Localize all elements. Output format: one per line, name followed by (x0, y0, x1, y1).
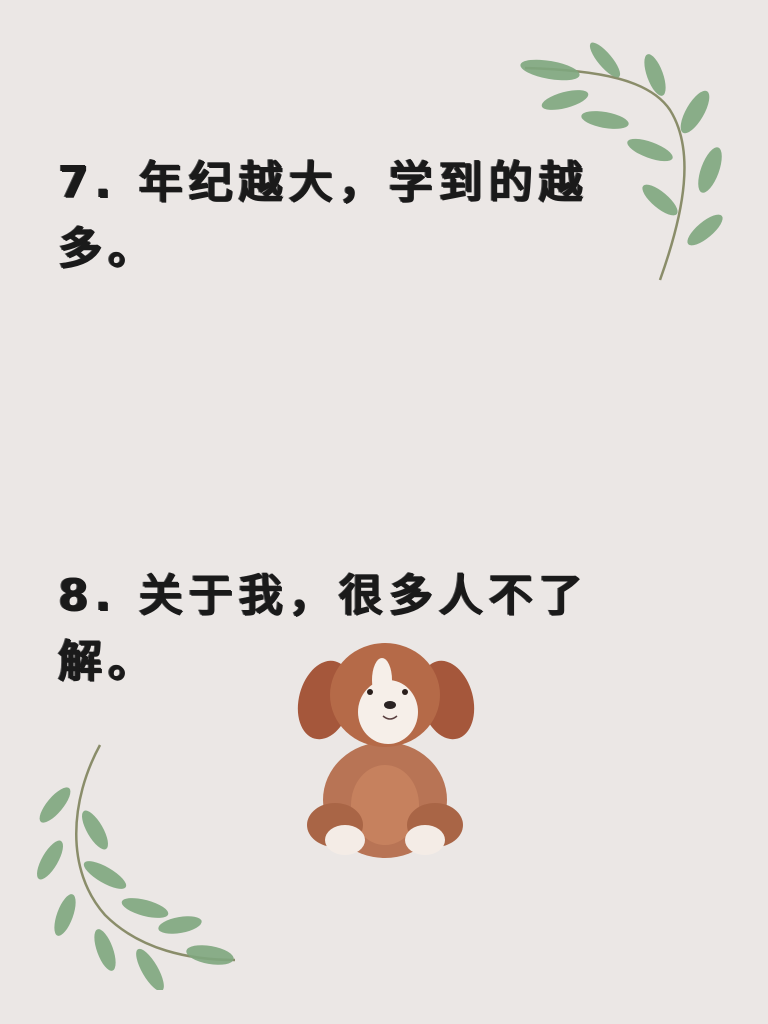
leaf-branch-icon (520, 42, 723, 281)
plush-puppy-icon (297, 643, 475, 858)
item-8-label: 8. 关于我，很多人不了解。 (58, 570, 589, 687)
item-7-label: 7. 年纪越大，学到的越多。 (58, 157, 589, 274)
leaf-branch-icon (37, 744, 236, 990)
item-7-text: 7. 年纪越大，学到的越多。 (58, 150, 658, 282)
item-8-text: 8. 关于我，很多人不了解。 (58, 563, 658, 695)
